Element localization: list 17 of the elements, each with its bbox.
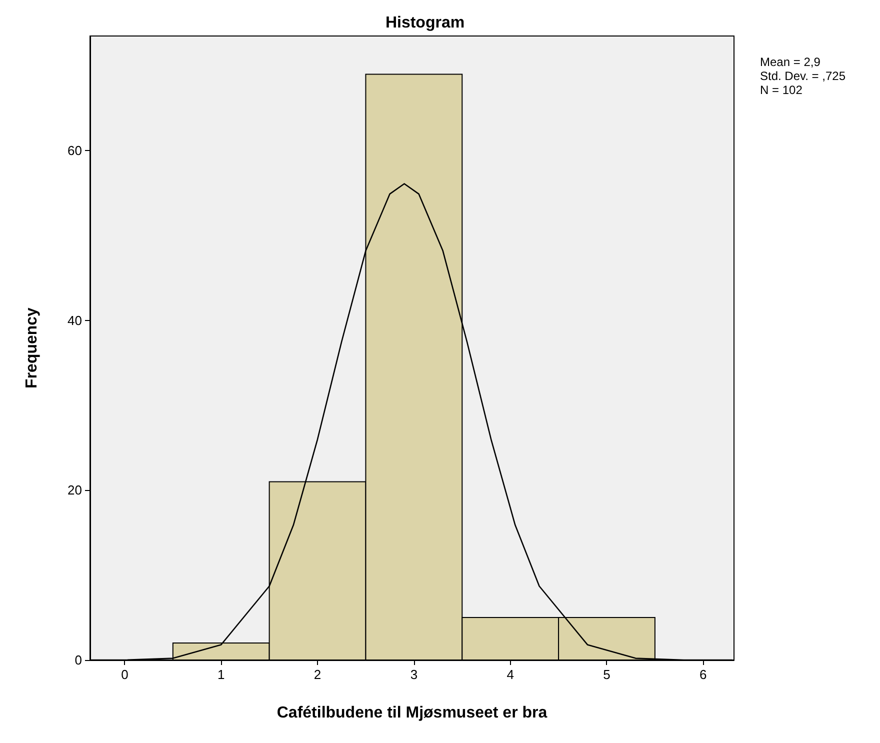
text: N = 102 [760, 83, 803, 97]
x-tick-label: 1 [217, 667, 225, 682]
y-tick-label: 40 [68, 312, 82, 328]
y-tick-label: 60 [68, 143, 82, 158]
text: Mean = 2,9 [760, 55, 821, 69]
y-tick-label: 20 [68, 482, 82, 498]
x-tick-label: 4 [506, 667, 514, 682]
x-tick-label: 3 [410, 667, 418, 682]
x-tick-label: 0 [121, 667, 128, 682]
x-tick-label: 6 [700, 667, 707, 682]
text: Std. Dev. = ,725 [760, 69, 846, 83]
chart-title: Histogram [385, 14, 465, 32]
x-tick-label: 5 [603, 667, 610, 682]
y-axis-title: Frequency [24, 307, 40, 388]
y-tick-label: 0 [74, 652, 82, 668]
x-tick-label: 2 [314, 667, 322, 682]
x-axis-title: Cafétilbudene til Mjøsmuseet er bra [276, 704, 548, 722]
